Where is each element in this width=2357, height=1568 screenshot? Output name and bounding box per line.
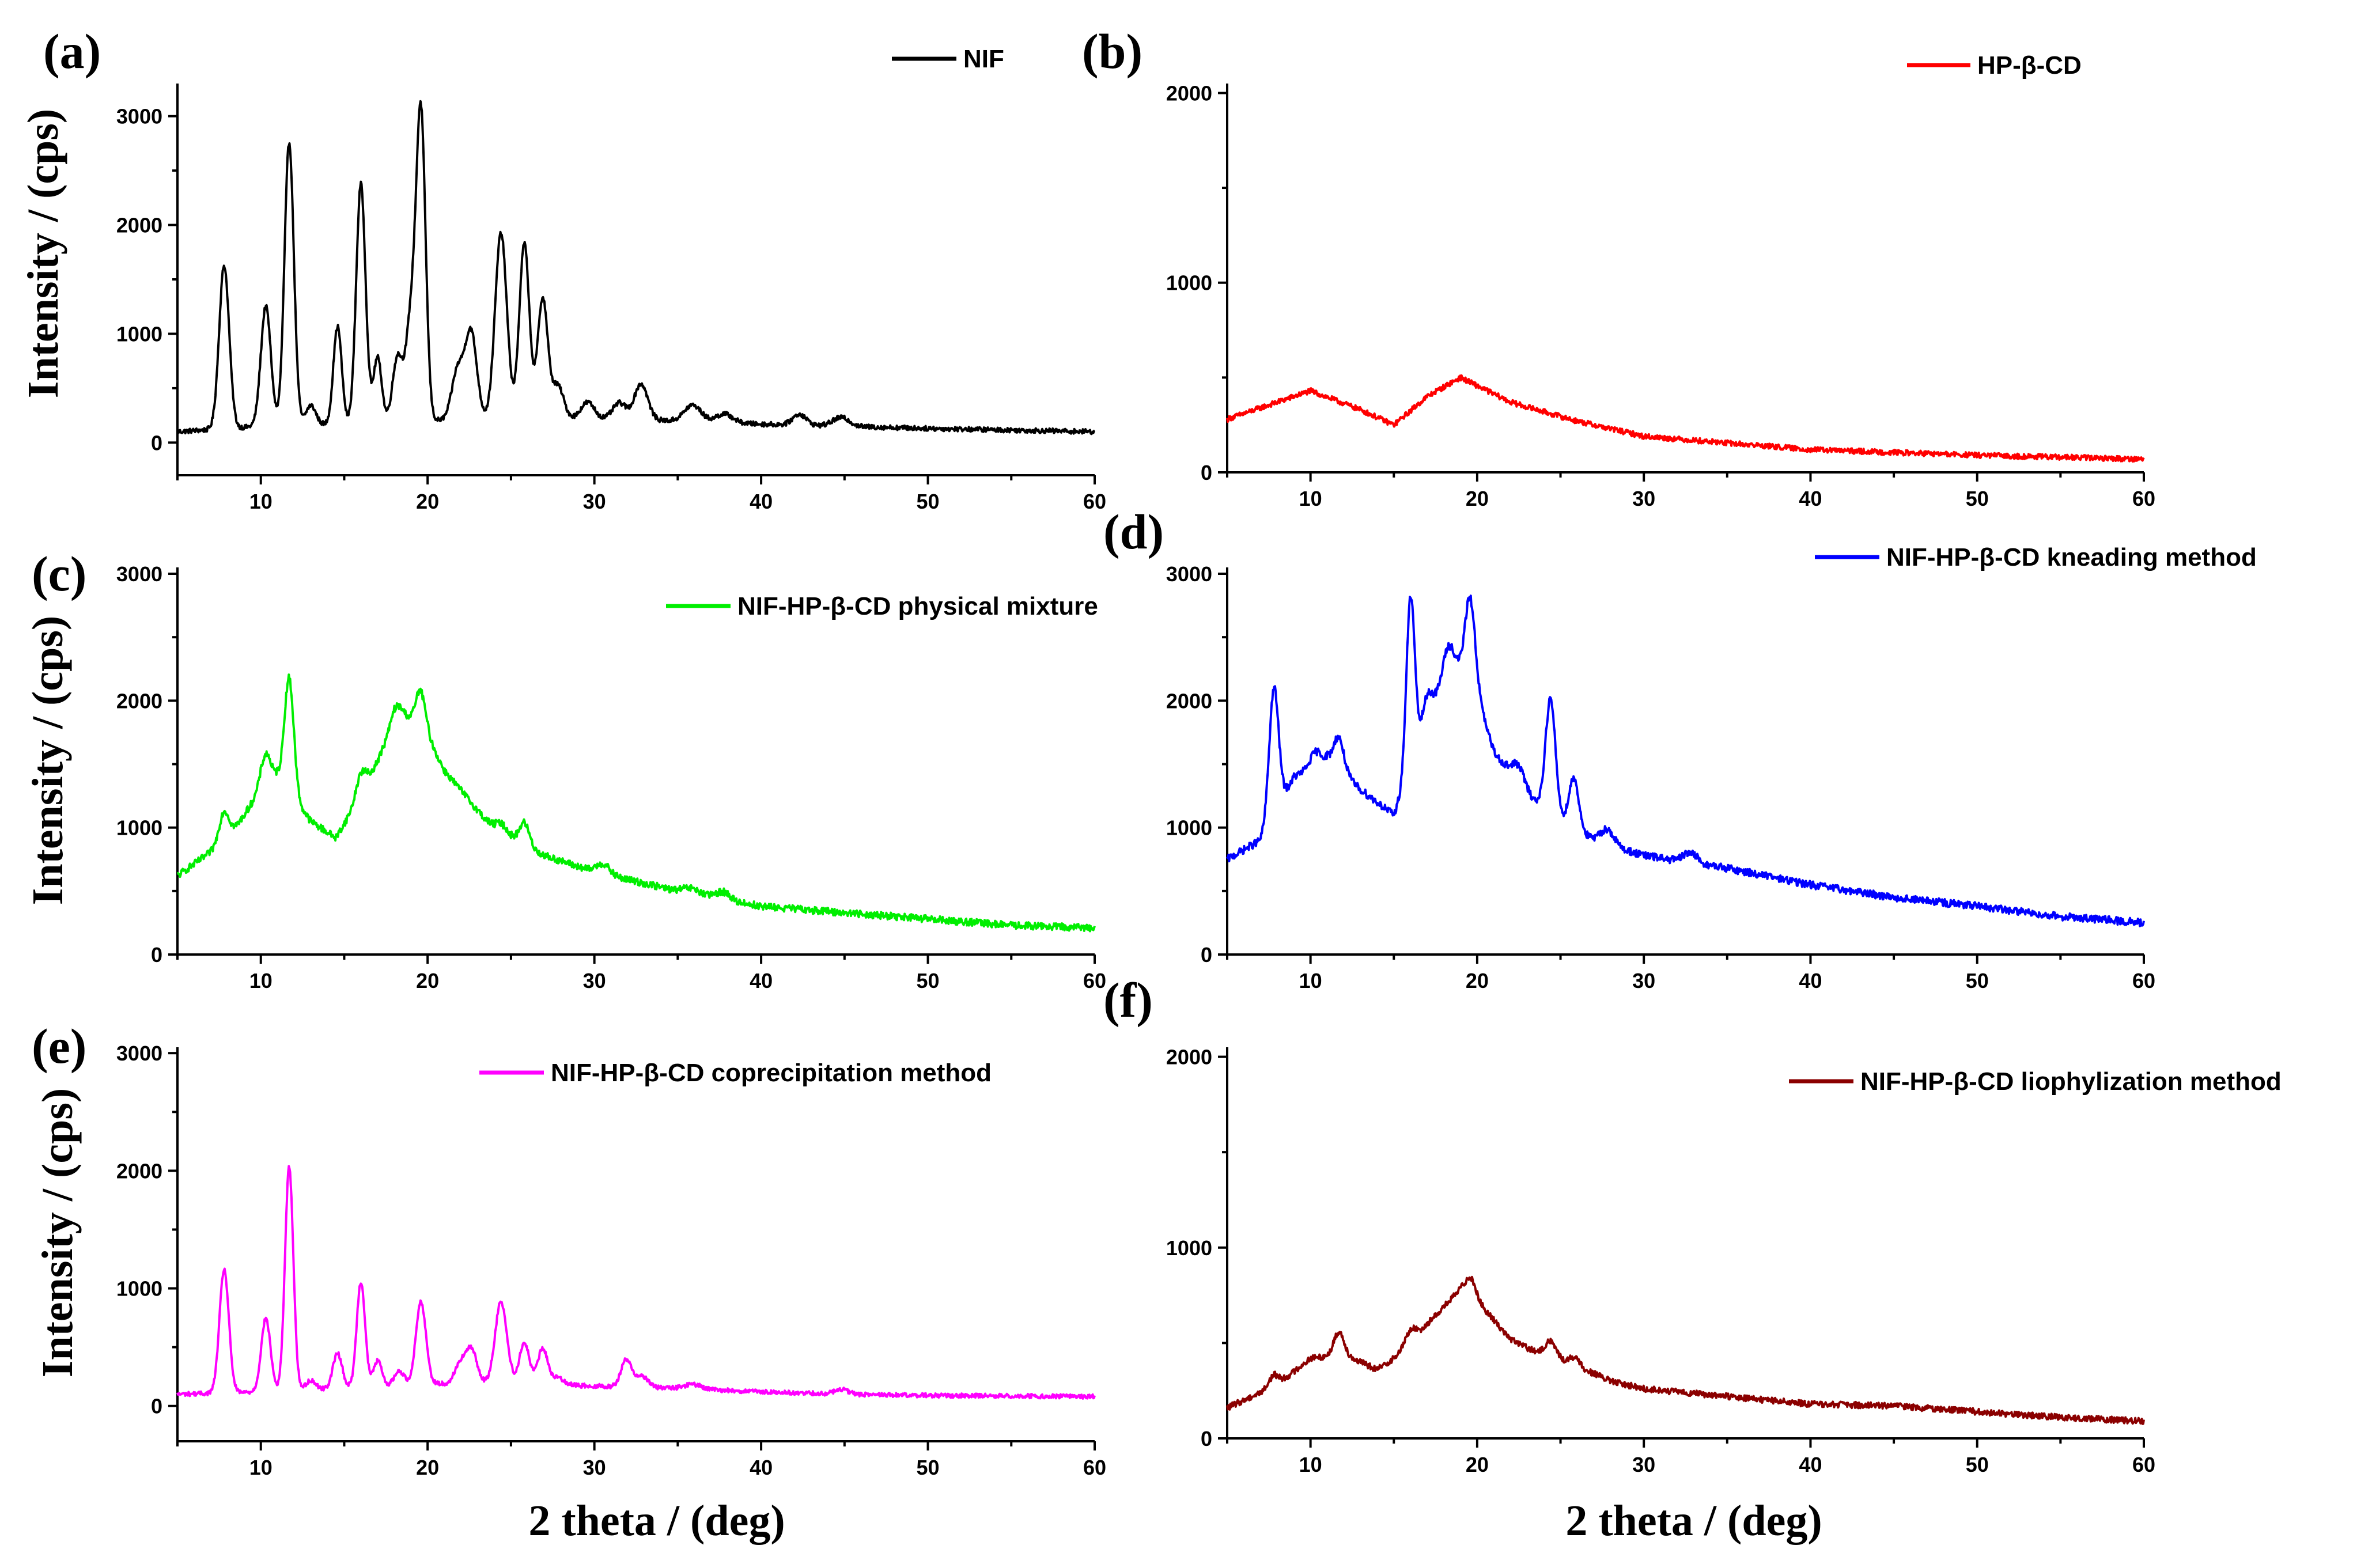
series-line <box>176 673 1096 933</box>
legend-label: NIF-HP-β-CD liophylization method <box>1860 1067 2282 1096</box>
y-tick-label: 3000 <box>1166 562 1212 586</box>
panel-label: (b) <box>1082 24 1142 79</box>
series-line <box>1226 1275 2145 1425</box>
legend-label: NIF-HP-β-CD coprecipitation method <box>551 1059 992 1087</box>
x-tick-label: 50 <box>1966 969 1989 993</box>
x-tick-label: 40 <box>1799 969 1822 993</box>
x-tick-label: 60 <box>1083 1456 1106 1479</box>
x-tick-label: 10 <box>1299 1453 1322 1476</box>
x-tick-label: 20 <box>1466 1453 1489 1476</box>
y-tick-label: 2000 <box>116 689 162 713</box>
x-tick-label: 10 <box>249 1456 273 1479</box>
x-tick-label: 50 <box>1966 1453 1989 1476</box>
y-tick-label: 0 <box>1201 461 1212 484</box>
panel-label: (e) <box>32 1018 86 1074</box>
x-tick-label: 20 <box>1466 487 1489 510</box>
x-tick-label: 50 <box>917 490 940 513</box>
x-tick-label: 40 <box>750 1456 773 1479</box>
y-tick-label: 0 <box>1201 943 1212 967</box>
x-tick-label: 40 <box>750 969 773 993</box>
legend-label: NIF <box>963 45 1004 73</box>
y-tick-label: 2000 <box>1166 1046 1212 1069</box>
x-tick-label: 30 <box>583 490 606 513</box>
series-line <box>176 1165 1096 1400</box>
y-tick-label: 1000 <box>116 322 162 346</box>
panel-label: (f) <box>1103 972 1153 1028</box>
x-tick-label: 50 <box>1966 487 1989 510</box>
x-tick-label: 50 <box>917 969 940 993</box>
legend-label: NIF-HP-β-CD kneading method <box>1886 543 2257 571</box>
panel-a: (a) Intensity / (cps) 10 20 30 40 50 60 0 1000 2… <box>19 24 1106 513</box>
legend-label: NIF-HP-β-CD physical mixture <box>737 592 1098 620</box>
y-tick-label: 0 <box>151 1395 162 1418</box>
x-tick-label: 30 <box>583 969 606 993</box>
x-tick-label: 40 <box>1799 487 1822 510</box>
panel-f: (f) 10 20 30 40 50 60 0 1000 2000 NIF-HP-β-CD lio… <box>1103 972 2282 1476</box>
y-tick-label: 1000 <box>1166 271 1212 295</box>
panel-label: (c) <box>32 546 86 601</box>
series-line <box>1226 594 2145 927</box>
x-axis-title-left: 2 theta / (deg) <box>528 1497 785 1545</box>
panel-c: (c) Intensity / (cps) 10 20 30 40 50 60 0 1000 2… <box>24 546 1106 993</box>
y-tick-label: 0 <box>1201 1427 1212 1450</box>
x-tick-label: 40 <box>1799 1453 1822 1476</box>
y-tick-label: 2000 <box>1166 689 1212 713</box>
x-tick-label: 10 <box>249 969 273 993</box>
series-line <box>176 100 1096 435</box>
x-tick-label: 30 <box>1632 487 1655 510</box>
panel-e: (e) Intensity / (cps) 10 20 30 40 50 60 0 1000 2… <box>32 1018 1106 1479</box>
panel-label: (a) <box>43 24 101 79</box>
y-tick-label: 3000 <box>116 1041 162 1065</box>
y-tick-label: 1000 <box>1166 1236 1212 1260</box>
x-tick-label: 10 <box>249 490 273 513</box>
x-tick-label: 40 <box>750 490 773 513</box>
x-axis-title-right: 2 theta / (deg) <box>1565 1497 1822 1545</box>
x-tick-label: 10 <box>1299 969 1322 993</box>
series-line <box>1226 374 2145 463</box>
panel-label: (d) <box>1103 504 1164 559</box>
x-tick-label: 20 <box>416 969 439 993</box>
y-tick-label: 0 <box>151 431 162 455</box>
y-axis-title: Intensity / (cps) <box>33 1088 82 1377</box>
y-tick-label: 0 <box>151 943 162 967</box>
y-tick-label: 3000 <box>116 562 162 586</box>
y-tick-label: 1000 <box>1166 816 1212 840</box>
x-tick-label: 60 <box>2132 1453 2155 1476</box>
x-tick-label: 60 <box>1083 490 1106 513</box>
x-tick-label: 60 <box>2132 969 2155 993</box>
y-tick-label: 2000 <box>1166 81 1212 105</box>
x-tick-label: 30 <box>583 1456 606 1479</box>
x-tick-label: 20 <box>416 1456 439 1479</box>
y-tick-label: 2000 <box>116 1159 162 1183</box>
x-tick-label: 60 <box>2132 487 2155 510</box>
legend-label: HP-β-CD <box>1977 51 2082 79</box>
panel-b: (b) 10 20 30 40 50 60 0 1000 2000 HP-β-CD <box>1082 24 2155 510</box>
y-axis-title: Intensity / (cps) <box>19 109 67 398</box>
y-tick-label: 2000 <box>116 214 162 237</box>
x-tick-label: 10 <box>1299 487 1322 510</box>
panel-d: (d) 10 20 30 40 50 60 0 1000 2000 3000 NIF-HP-β-CD… <box>1103 504 2257 993</box>
y-tick-label: 1000 <box>116 816 162 840</box>
y-tick-label: 1000 <box>116 1277 162 1301</box>
x-tick-label: 20 <box>1466 969 1489 993</box>
x-tick-label: 20 <box>416 490 439 513</box>
x-tick-label: 50 <box>917 1456 940 1479</box>
y-axis-title: Intensity / (cps) <box>24 616 72 905</box>
y-tick-label: 3000 <box>116 105 162 128</box>
x-tick-label: 30 <box>1632 969 1655 993</box>
x-tick-label: 60 <box>1083 969 1106 993</box>
x-tick-label: 30 <box>1632 1453 1655 1476</box>
